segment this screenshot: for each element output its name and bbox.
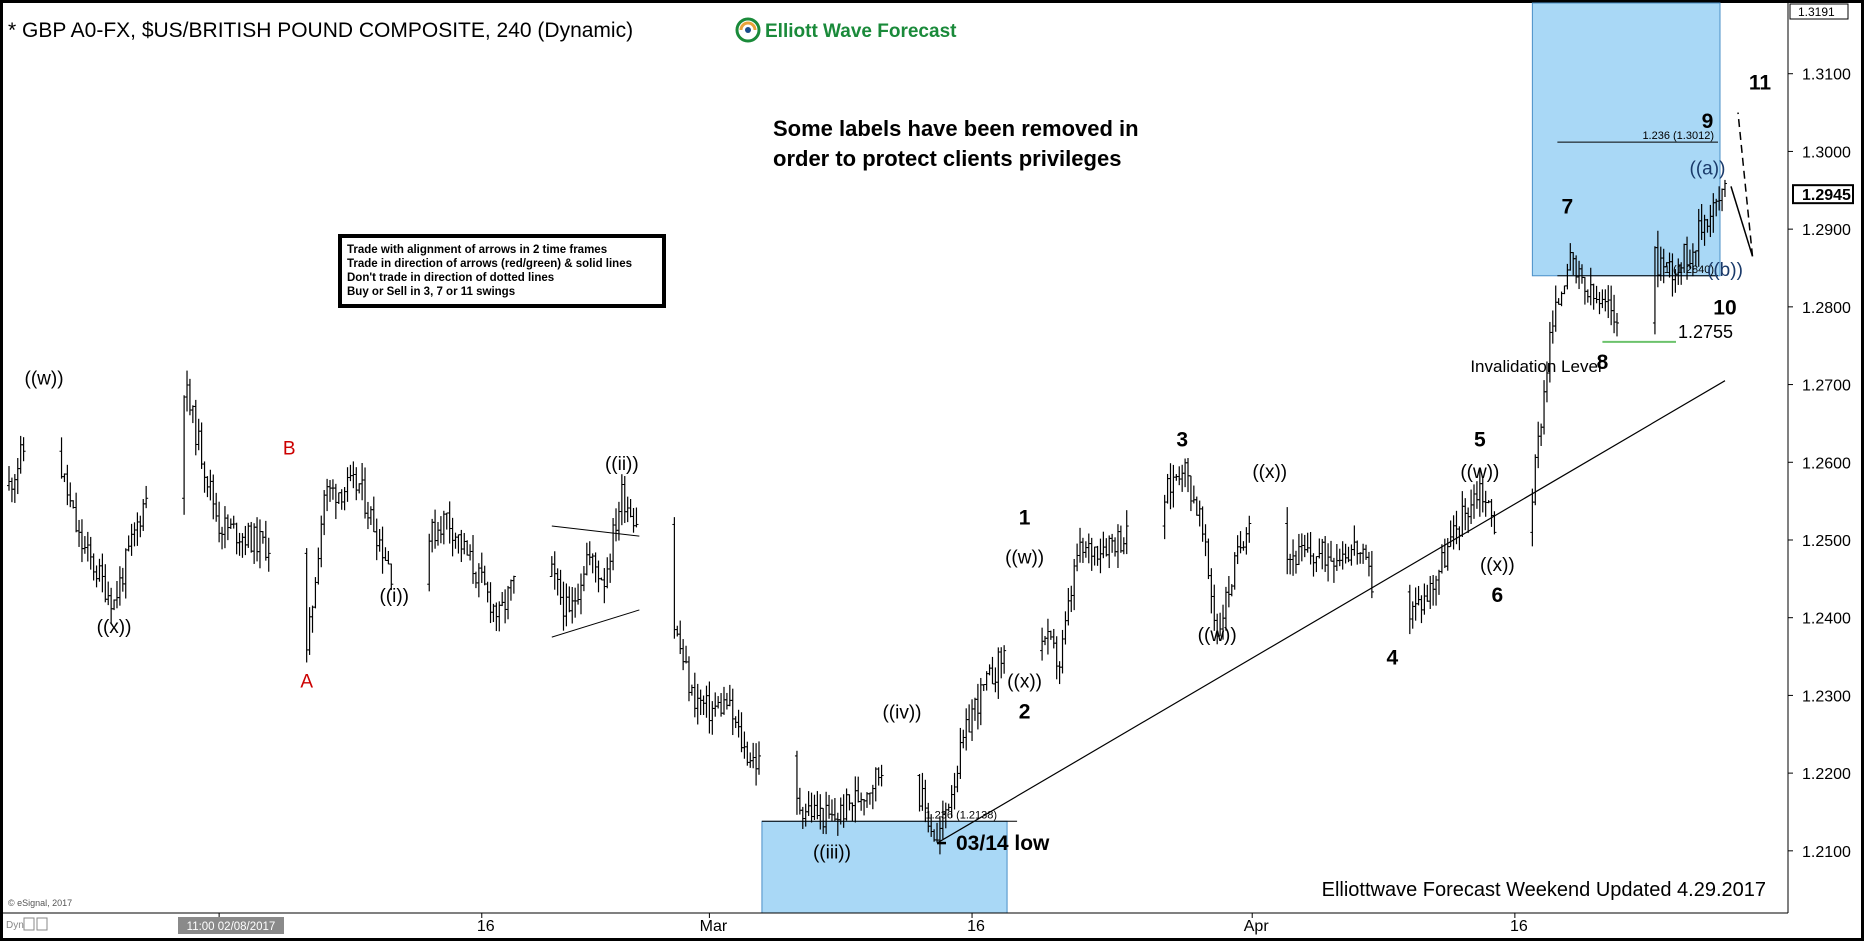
- wave-label-14: ((w)): [1198, 625, 1237, 646]
- low-marker-label: 03/14 low: [956, 832, 1050, 855]
- wave-label-10: ((x)): [1007, 672, 1042, 693]
- wave-label-23: ((a)): [1690, 159, 1726, 180]
- wave-label-4: ((i)): [379, 586, 409, 607]
- overlay-lines: 1.2755 Invalidation Level 03/14 low: [551, 112, 1754, 855]
- wave-label-9: ((w)): [1005, 547, 1044, 568]
- wave-label-13: ((x)): [1252, 462, 1287, 483]
- dyn-label: Dyn: [6, 920, 24, 931]
- wave-label-11: 2: [1019, 701, 1031, 724]
- price-tick-label-6: 1.2500: [1802, 533, 1851, 550]
- rules-box-border: [338, 234, 666, 308]
- wave-label-16: 5: [1474, 429, 1486, 452]
- update-note: Elliottwave Forecast Weekend Updated 4.2…: [1322, 879, 1766, 901]
- price-tick-label-1: 1.3000: [1802, 144, 1851, 161]
- target-zone-0: [1531, 2, 1721, 277]
- price-tick-label-8: 1.2300: [1802, 688, 1851, 705]
- rules-box: Trade with alignment of arrows in 2 time…: [338, 234, 666, 308]
- wave-label-1: ((x)): [97, 617, 132, 638]
- fib-label-1-0: 1.236 (1.2138): [926, 809, 998, 821]
- wave-label-19: 6: [1492, 584, 1504, 607]
- price-tick-label-0: 1.3100: [1802, 67, 1851, 84]
- brand-name: Elliott Wave Forecast: [765, 21, 957, 42]
- cursor-time-box: [178, 917, 284, 934]
- invalidation-label: Invalidation Level: [1470, 357, 1601, 376]
- price-tick-label-7: 1.2400: [1802, 611, 1851, 628]
- time-tick-label-5: 16: [1510, 918, 1528, 935]
- wave-label-21: 8: [1597, 351, 1609, 374]
- wave-label-12: 3: [1176, 429, 1188, 452]
- price-axis[interactable]: 1.3100 1.3000 1.2900 1.2800 1.2700 1.2600 1.25…: [1788, 3, 1854, 861]
- price-bars: [7, 179, 1727, 855]
- projection-line-b: [1730, 186, 1754, 257]
- time-tick-label-2: Mar: [700, 918, 728, 935]
- wave-label-20: 7: [1562, 196, 1574, 219]
- rules-line-3: Don't trade in direction of dotted lines: [347, 272, 554, 284]
- plot-area: [3, 3, 1788, 913]
- wave-label-8: 1: [1019, 506, 1031, 529]
- price-tick-label-3: 1.2800: [1802, 300, 1851, 317]
- rules-line-2: Trade in direction of arrows (red/green)…: [347, 258, 632, 270]
- target-zones: 1.236 (1.3012) 1 (1.2840) 1.236 (1.2138): [761, 2, 1721, 914]
- projection-line-end: [1737, 112, 1754, 257]
- wave-label-25: 10: [1713, 297, 1736, 320]
- chart-title: * GBP A0-FX, $US/BRITISH POUND COMPOSITE…: [8, 19, 633, 42]
- wave-label-18: ((x)): [1480, 555, 1515, 576]
- time-tick-label-4: Apr: [1244, 918, 1270, 935]
- wave-label-22: 9: [1702, 110, 1714, 133]
- price-tick-label-5: 1.2600: [1802, 455, 1851, 472]
- wave-label-2: B: [283, 439, 296, 460]
- fib-label-0-1: 1 (1.2840): [1664, 264, 1714, 276]
- wave-label-17: ((w)): [1460, 462, 1499, 483]
- rules-line-4: Buy or Sell in 3, 7 or 11 swings: [347, 286, 515, 298]
- last-price-inner: [1794, 186, 1852, 203]
- last-price-label: 1.2945: [1802, 187, 1851, 204]
- price-tick-label-2: 1.2900: [1802, 222, 1851, 239]
- wave-label-24: ((b)): [1707, 260, 1743, 281]
- top-price-box: [1789, 3, 1849, 20]
- cursor-time: 11:00 02/08/2017: [187, 921, 276, 933]
- wave-label-7: ((iv)): [882, 703, 921, 724]
- copyright: © eSignal, 2017: [8, 898, 72, 908]
- time-tick-label-1: 16: [477, 918, 495, 935]
- wave-label-3: A: [300, 672, 313, 693]
- brand-logo-arc: [739, 21, 757, 31]
- price-tick-label-9: 1.2200: [1802, 766, 1851, 783]
- invalidation-value: 1.2755: [1678, 322, 1733, 342]
- note-line-1: Some labels have been removed in: [773, 116, 1139, 141]
- rules-line-1: Trade with alignment of arrows in 2 time…: [347, 244, 607, 256]
- note-line-2: order to protect clients privileges: [773, 146, 1121, 171]
- wave-label-0: ((w)): [25, 369, 64, 390]
- top-price-label: 1.3191: [1798, 5, 1835, 19]
- triangle-upper-line: [551, 525, 640, 537]
- price-tick-label-4: 1.2700: [1802, 378, 1851, 395]
- wave-label-6: ((iii)): [813, 843, 851, 864]
- brand-logo: [735, 17, 761, 43]
- wave-label-26: 11: [1749, 71, 1772, 94]
- wave-labels: ((w)) ((x)) B A ((i)) ((ii)) ((iii)) ((iv)) 1 ((w…: [25, 71, 1772, 863]
- dyn-box-1[interactable]: [23, 917, 35, 931]
- dyn-box-2[interactable]: [36, 917, 48, 931]
- price-tick-label-10: 1.2100: [1802, 844, 1851, 861]
- triangle-lower-line: [551, 609, 640, 638]
- wave-label-5: ((ii)): [605, 454, 639, 475]
- trendline: [936, 380, 1726, 844]
- wave-label-15: 4: [1386, 646, 1398, 669]
- time-tick-label-3: 16: [967, 918, 985, 935]
- brand-logo-dot: [745, 27, 751, 33]
- target-zone-1: [761, 820, 1008, 914]
- fib-label-0-0: 1.236 (1.3012): [1642, 130, 1714, 142]
